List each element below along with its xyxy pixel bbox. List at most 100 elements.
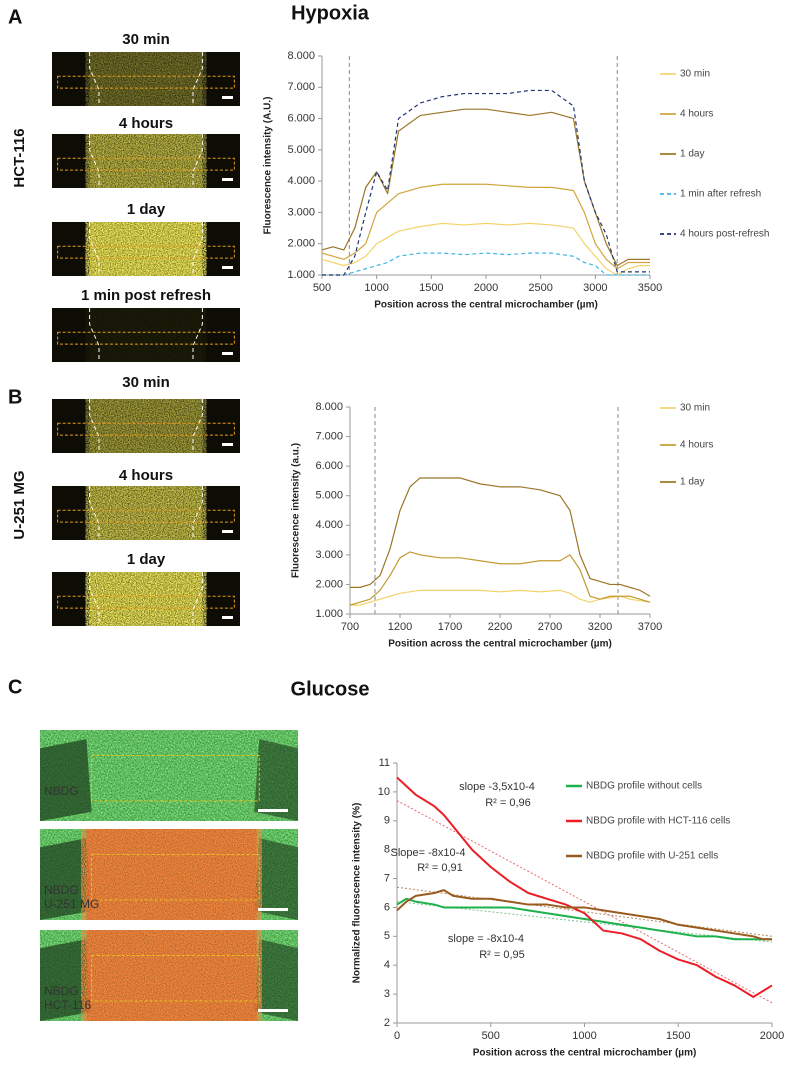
y-tick-label: 7: [384, 872, 390, 884]
x-tick-label: 3000: [583, 282, 607, 294]
channel-outline: [89, 134, 100, 188]
panel-letter: B: [8, 386, 22, 408]
roi: [57, 157, 235, 171]
x-tick-label: 1700: [438, 621, 462, 633]
image-label: 1 day: [127, 201, 166, 218]
annotation: slope = -8x10-4: [448, 933, 524, 945]
x-axis-label: Position across the central microchamber…: [388, 639, 612, 650]
x-tick-label: 1500: [666, 1030, 690, 1042]
scale-bar: [258, 1009, 288, 1012]
channel-outline: [192, 52, 203, 106]
y-tick-label: 3.000: [315, 549, 343, 561]
scale-bar: [222, 96, 233, 99]
scale-bar: [222, 178, 233, 181]
x-tick-label: 2000: [760, 1030, 784, 1042]
channel-outline: [192, 222, 203, 276]
image-label: 4 hours: [119, 467, 173, 484]
channel-outline: [192, 399, 203, 453]
dark-region: [254, 939, 298, 1021]
series-line: [321, 108, 650, 267]
image-overlay-label: U-251 MG: [44, 897, 99, 911]
x-axis-label: Position across the central microchamber…: [473, 1048, 697, 1059]
y-tick-label: 9: [384, 815, 390, 827]
channel-outline: [89, 52, 100, 106]
channel-outline: [192, 572, 203, 626]
channel-outline: [89, 399, 100, 453]
y-tick-label: 5: [384, 930, 390, 942]
series-line: [349, 551, 651, 606]
y-tick-label: 8: [384, 844, 390, 856]
trendline: [396, 886, 773, 937]
image-overlay-label: NBDG: [44, 984, 79, 998]
signal-speckle: [85, 572, 207, 626]
y-tick-label: 3.000: [287, 206, 315, 218]
cell-line-label: U-251 MG: [11, 470, 28, 539]
legend-label: 1 day: [680, 149, 704, 160]
annotation: R² = 0,91: [417, 862, 463, 874]
image-label: 30 min: [122, 31, 170, 48]
y-tick-label: 2: [384, 1017, 390, 1029]
image-overlay-label: HCT-116: [44, 998, 91, 1012]
roi: [57, 245, 235, 259]
trendline: [396, 901, 773, 943]
y-tick-label: 1.000: [315, 608, 343, 620]
signal-speckle: [85, 222, 207, 276]
signal-speckle: [85, 399, 207, 453]
signal-speckle: [85, 486, 207, 540]
roi: [57, 75, 235, 89]
channel-outline: [89, 572, 100, 626]
x-tick-label: 1000: [364, 282, 388, 294]
x-tick-label: 2700: [538, 621, 562, 633]
signal-speckle: [85, 52, 207, 106]
x-tick-label: 700: [341, 621, 359, 633]
x-tick-label: 2000: [474, 282, 498, 294]
roi: [57, 422, 235, 436]
image-overlay-label: NBDG: [44, 784, 79, 798]
y-axis-label: Normalized fluorescence intensity (%): [352, 803, 363, 984]
y-tick-label: 2.000: [287, 238, 315, 250]
y-tick-label: 4.000: [315, 519, 343, 531]
annotation: slope -3,5x10-4: [459, 781, 535, 793]
x-tick-label: 0: [394, 1030, 400, 1042]
roi: [91, 954, 260, 1002]
channel-outline: [192, 134, 203, 188]
x-tick-label: 3200: [588, 621, 612, 633]
series-line: [350, 477, 651, 597]
scale-bar: [258, 809, 288, 812]
panel-letter: A: [8, 6, 22, 28]
y-tick-label: 10: [378, 786, 390, 798]
dark-region: [40, 939, 92, 1021]
y-tick-label: 8.000: [287, 50, 315, 62]
annotation: R² = 0,96: [485, 797, 531, 809]
x-tick-label: 1000: [572, 1030, 596, 1042]
y-tick-label: 3: [384, 988, 390, 1000]
channel-outline: [192, 486, 203, 540]
x-tick-label: 1200: [388, 621, 412, 633]
cells-speckle: [81, 930, 262, 1021]
channel-outline: [89, 222, 100, 276]
legend-label: NBDG profile without cells: [586, 781, 702, 792]
legend-label: 30 min: [680, 69, 710, 80]
cells-speckle: [81, 829, 262, 920]
y-tick-label: 8.000: [315, 401, 343, 413]
series-line: [322, 252, 650, 276]
dark-region: [254, 739, 298, 821]
y-tick-label: 6: [384, 901, 390, 913]
image-label: 4 hours: [119, 115, 173, 132]
scale-bar: [222, 443, 233, 446]
scale-bar: [258, 908, 288, 911]
y-tick-label: 5.000: [315, 490, 343, 502]
scale-bar: [222, 266, 233, 269]
y-tick-label: 7.000: [287, 81, 315, 93]
annotation: R² = 0,95: [479, 949, 525, 961]
legend-label: 4 hours: [680, 440, 713, 451]
series-line: [396, 889, 772, 941]
series-line: [396, 897, 772, 941]
image-label: 30 min: [122, 374, 170, 391]
channel-outline: [192, 308, 203, 362]
y-tick-label: 5.000: [287, 144, 315, 156]
cell-line-label: HCT-116: [11, 128, 28, 187]
dark-region: [40, 838, 92, 920]
image-label: 1 day: [127, 551, 166, 568]
